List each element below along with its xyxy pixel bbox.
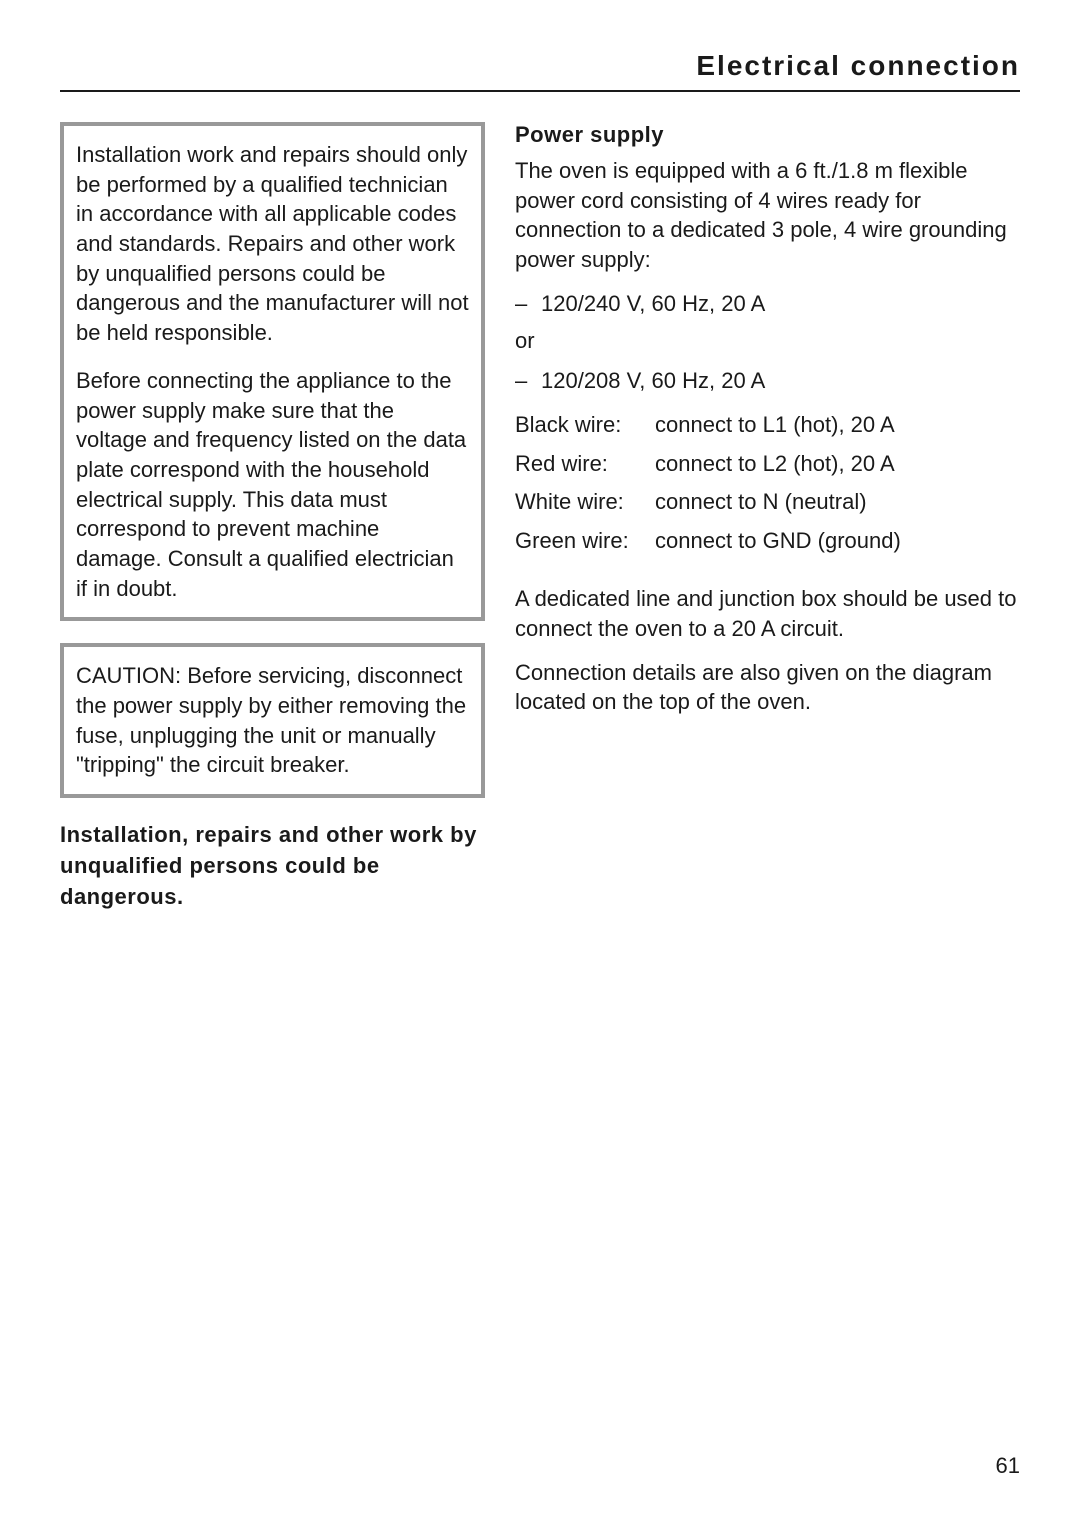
footer-text-1: A dedicated line and junction box should…	[515, 584, 1020, 643]
power-option-2: 120/208 V, 60 Hz, 20 A	[515, 366, 1020, 396]
page-number: 61	[996, 1453, 1020, 1479]
wire-label: White wire:	[515, 483, 655, 522]
wire-label: Green wire:	[515, 522, 655, 561]
section-header: Power supply	[515, 122, 1020, 148]
or-text: or	[515, 328, 1020, 354]
left-column: Installation work and repairs should onl…	[60, 122, 485, 912]
content-area: Installation work and repairs should onl…	[60, 122, 1020, 912]
wire-value: connect to GND (ground)	[655, 522, 1020, 561]
wire-label: Black wire:	[515, 406, 655, 445]
warning-text: Installation, repairs and other work by …	[60, 820, 485, 912]
wire-table: Black wire: connect to L1 (hot), 20 A Re…	[515, 406, 1020, 560]
wire-value: connect to L2 (hot), 20 A	[655, 445, 1020, 484]
notice-1-para-2: Before connecting the appliance to the p…	[76, 366, 469, 604]
notice-2-para-1: CAUTION: Before servicing, disconnect th…	[76, 661, 469, 780]
title-divider	[60, 90, 1020, 92]
wire-row-white: White wire: connect to N (neutral)	[515, 483, 1020, 522]
intro-text: The oven is equipped with a 6 ft./1.8 m …	[515, 156, 1020, 275]
power-option-1: 120/240 V, 60 Hz, 20 A	[515, 289, 1020, 319]
page-title: Electrical connection	[60, 50, 1020, 82]
footer-text-2: Connection details are also given on the…	[515, 658, 1020, 717]
wire-row-red: Red wire: connect to L2 (hot), 20 A	[515, 445, 1020, 484]
wire-row-black: Black wire: connect to L1 (hot), 20 A	[515, 406, 1020, 445]
wire-row-green: Green wire: connect to GND (ground)	[515, 522, 1020, 561]
notice-box-1: Installation work and repairs should onl…	[60, 122, 485, 621]
wire-value: connect to L1 (hot), 20 A	[655, 406, 1020, 445]
wire-value: connect to N (neutral)	[655, 483, 1020, 522]
notice-box-2: CAUTION: Before servicing, disconnect th…	[60, 643, 485, 798]
notice-1-para-1: Installation work and repairs should onl…	[76, 140, 469, 348]
right-column: Power supply The oven is equipped with a…	[515, 122, 1020, 912]
wire-label: Red wire:	[515, 445, 655, 484]
